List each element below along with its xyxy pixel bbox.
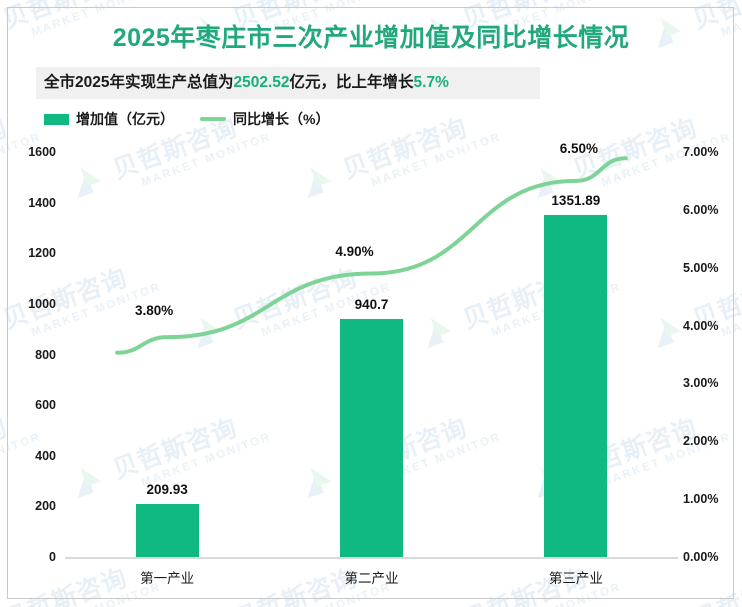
y-axis-left-tick: 200 bbox=[35, 499, 56, 514]
y-axis-left-tick: 1000 bbox=[28, 296, 56, 311]
y-axis-left-tick: 0 bbox=[49, 550, 56, 564]
chart-title: 2025年枣庄市三次产业增加值及同比增长情况 bbox=[112, 24, 630, 52]
y-axis-right-tick: 3.00% bbox=[683, 376, 719, 391]
bar-value-label: 209.93 bbox=[146, 481, 188, 497]
subtitle-prefix: 全市2025年实现生产总值为 bbox=[44, 74, 234, 91]
watermark-en: MARKET MONITOR bbox=[0, 130, 44, 189]
watermark-en: MARKET MONITOR bbox=[720, 581, 742, 607]
y-axis-right-tick: 1.00% bbox=[683, 492, 719, 507]
y-axis-left-tick: 400 bbox=[35, 448, 56, 463]
y-axis-left-tick: 1200 bbox=[28, 246, 56, 261]
x-axis-label-1: 第一产业 bbox=[140, 571, 195, 586]
y-axis-right-tick: 5.00% bbox=[683, 260, 719, 275]
subtitle-middle: 亿元，比上年增长 bbox=[289, 74, 414, 91]
chart-legend: 增加值（亿元） 同比增长（%） bbox=[44, 108, 329, 130]
bar-2[interactable] bbox=[340, 318, 403, 557]
y-axis-left-tick: 800 bbox=[35, 347, 56, 362]
legend-bar-label: 增加值（亿元） bbox=[76, 111, 174, 127]
x-axis-label-2: 第二产业 bbox=[344, 571, 399, 586]
y-axis-left-tick: 600 bbox=[35, 398, 56, 413]
growth-value-label: 4.90% bbox=[335, 243, 374, 259]
bar-value-label: 940.7 bbox=[354, 296, 389, 312]
subtitle-background bbox=[36, 67, 540, 99]
growth-value-label: 6.50% bbox=[559, 140, 598, 156]
legend-item-line[interactable]: 同比增长（%） bbox=[200, 109, 329, 129]
y-axis-left-tick: 1600 bbox=[28, 145, 56, 159]
y-axis-right-tick: 0.00% bbox=[683, 550, 719, 564]
subtitle-gdp-value: 2502.52 bbox=[233, 74, 290, 91]
bar-1[interactable] bbox=[135, 503, 199, 557]
y-axis-right-tick: 6.00% bbox=[683, 202, 719, 217]
subtitle-growth-value: 5.7% bbox=[413, 74, 449, 91]
y-axis-right-tick: 7.00% bbox=[683, 145, 719, 159]
x-axis-label-3: 第三产业 bbox=[548, 571, 603, 586]
legend-line-swatch-icon bbox=[200, 117, 226, 121]
growth-value-label: 3.80% bbox=[135, 303, 174, 319]
watermark-cn: 贝哲斯咨询 bbox=[0, 413, 12, 485]
legend-bar-swatch-icon bbox=[44, 113, 69, 125]
chart-subtitle: 全市2025年实现生产总值为2502.52亿元，比上年增长5.7% bbox=[44, 67, 449, 99]
legend-item-bar[interactable]: 增加值（亿元） bbox=[44, 109, 174, 129]
legend-line-label: 同比增长（%） bbox=[233, 111, 330, 127]
y-axis-left-tick: 1400 bbox=[28, 195, 56, 210]
bar-3[interactable] bbox=[544, 214, 608, 557]
x-axis-line bbox=[65, 557, 678, 559]
bar-value-label: 1351.89 bbox=[551, 192, 601, 208]
y-axis-right-tick: 4.00% bbox=[683, 318, 719, 333]
y-axis-right-tick: 2.00% bbox=[683, 434, 719, 449]
